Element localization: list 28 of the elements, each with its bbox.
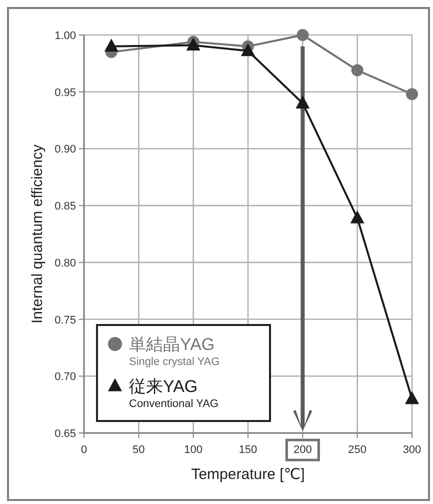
y-tick-label: 0.75 [54,314,76,326]
legend-label: 従来YAG Conventional YAG [129,377,218,410]
y-tick-label: 0.95 [54,86,76,99]
x-tick-label: 250 [348,444,367,456]
point [296,29,309,41]
x-tick-label: 150 [238,444,258,456]
y-tick-label: 0.65 [54,428,76,440]
x-tick-label: 0 [80,444,88,456]
point [186,38,200,50]
x-axis-title: Temperature [℃] [191,466,305,483]
y-tick-label: 1.00 [54,30,76,42]
y-axis-title: Internal quantum efficiency [29,144,46,324]
x-tick-label: 100 [184,444,203,456]
point [296,96,310,108]
y-tick-label: 0.85 [54,200,76,213]
point [350,210,364,224]
point [351,64,364,76]
x-tick-label: 200 [293,444,312,456]
y-tick-label: 0.70 [54,371,76,384]
point [405,391,419,404]
x-tick-label: 300 [402,444,422,456]
y-tick-label: 0.80 [54,257,76,270]
x-tick-label: 50 [132,444,145,456]
legend-label: 単結晶YAG Single crystal YAG [129,335,220,368]
point [104,38,118,52]
y-tick-label: 0.90 [54,144,76,156]
point [406,88,418,100]
point [241,43,255,56]
